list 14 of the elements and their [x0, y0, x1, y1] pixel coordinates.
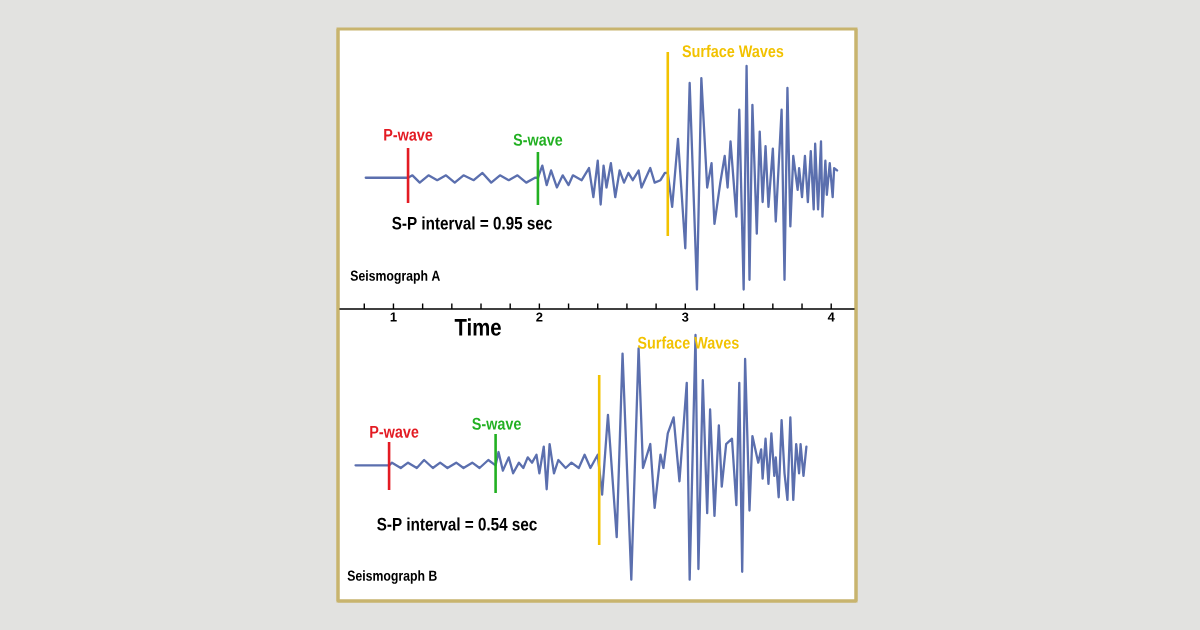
x-axis-title: Time [454, 318, 501, 336]
x-tick-label: 2 [536, 312, 543, 322]
ref-line-label: S-wave [513, 133, 563, 146]
x-tick-label: 1 [390, 312, 397, 322]
ref-line-label: P-wave [384, 128, 433, 141]
annotation: Seismograph B [347, 570, 437, 584]
annotation: S-P interval = 0.54 sec [377, 517, 537, 531]
annotation: S-P interval = 0.95 sec [392, 216, 552, 230]
x-tick-label: 3 [681, 312, 689, 322]
ref-line-label: P-wave [370, 425, 419, 438]
annotation: Seismograph A [350, 270, 440, 284]
x-tick-label: 4 [827, 312, 835, 322]
ref-line-label: S-wave [472, 417, 521, 430]
ref-line-label: Surface Waves [682, 44, 784, 58]
